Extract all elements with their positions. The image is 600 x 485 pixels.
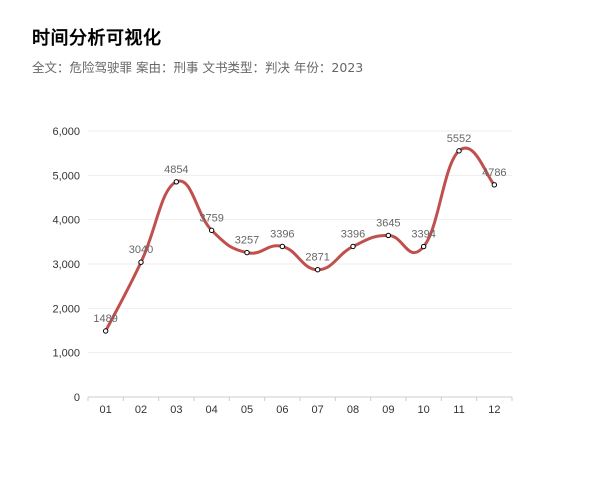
grid-lines <box>88 130 512 354</box>
x-tick-label: 05 <box>241 404 253 416</box>
data-label: 3394 <box>411 229 435 241</box>
data-point <box>314 267 321 273</box>
data-point <box>279 243 286 250</box>
point-markers <box>102 148 498 334</box>
data-label: 3645 <box>376 217 400 229</box>
y-tick-label: 0 <box>74 392 80 404</box>
data-label: 3040 <box>129 244 153 256</box>
data-label: 3759 <box>199 212 223 224</box>
data-label: 4786 <box>482 167 506 179</box>
x-tick-label: 01 <box>100 404 112 416</box>
data-point <box>491 182 498 188</box>
chart-title: 时间分析可视化 <box>32 28 162 49</box>
x-tick-label: 03 <box>170 404 182 416</box>
x-tick-label: 06 <box>276 404 288 416</box>
series-layer <box>104 146 496 333</box>
axes: 0 1,000 2,000 3,000 4,000 5,000 6,000 01 02 03 04 0… <box>52 126 513 416</box>
data-label: 5552 <box>447 133 471 145</box>
data-point <box>102 328 109 334</box>
data-labels: 1489 3040 4854 3759 3257 3396 2871 3396 3645 3394… <box>93 133 506 325</box>
y-tick-label: 4,000 <box>52 215 80 227</box>
data-point <box>173 179 180 185</box>
x-tick-label: 11 <box>453 404 464 416</box>
series-line <box>104 146 496 333</box>
data-point <box>138 259 144 265</box>
x-tick-label: 07 <box>312 404 324 416</box>
x-tick-label: 10 <box>418 404 430 416</box>
data-point <box>456 148 462 154</box>
data-point <box>244 249 250 256</box>
chart-subtitle: 全文：危险驾驶罪 案由：刑事 文书类型：判决 年份：2023 <box>32 60 364 75</box>
y-tick-label: 3,000 <box>52 259 80 271</box>
y-tick-label: 1,000 <box>52 348 80 360</box>
y-tick-label: 6,000 <box>52 126 80 138</box>
x-tick-label: 02 <box>135 404 147 416</box>
x-tick-label: 08 <box>347 404 359 416</box>
data-point <box>420 243 427 250</box>
data-label: 3396 <box>341 228 365 240</box>
data-point <box>350 243 356 250</box>
x-tick-label: 04 <box>206 404 218 416</box>
data-point <box>208 227 215 234</box>
data-label: 4854 <box>164 164 188 176</box>
y-tick-label: 5,000 <box>52 170 80 182</box>
data-label: 2871 <box>305 252 329 264</box>
x-tick-label: 12 <box>488 404 500 416</box>
data-point <box>385 232 392 239</box>
x-tick-label: 09 <box>382 404 394 416</box>
data-label: 3257 <box>235 235 259 247</box>
data-label: 3396 <box>270 228 294 240</box>
data-label: 1489 <box>93 313 117 325</box>
y-tick-label: 2,000 <box>52 303 80 315</box>
